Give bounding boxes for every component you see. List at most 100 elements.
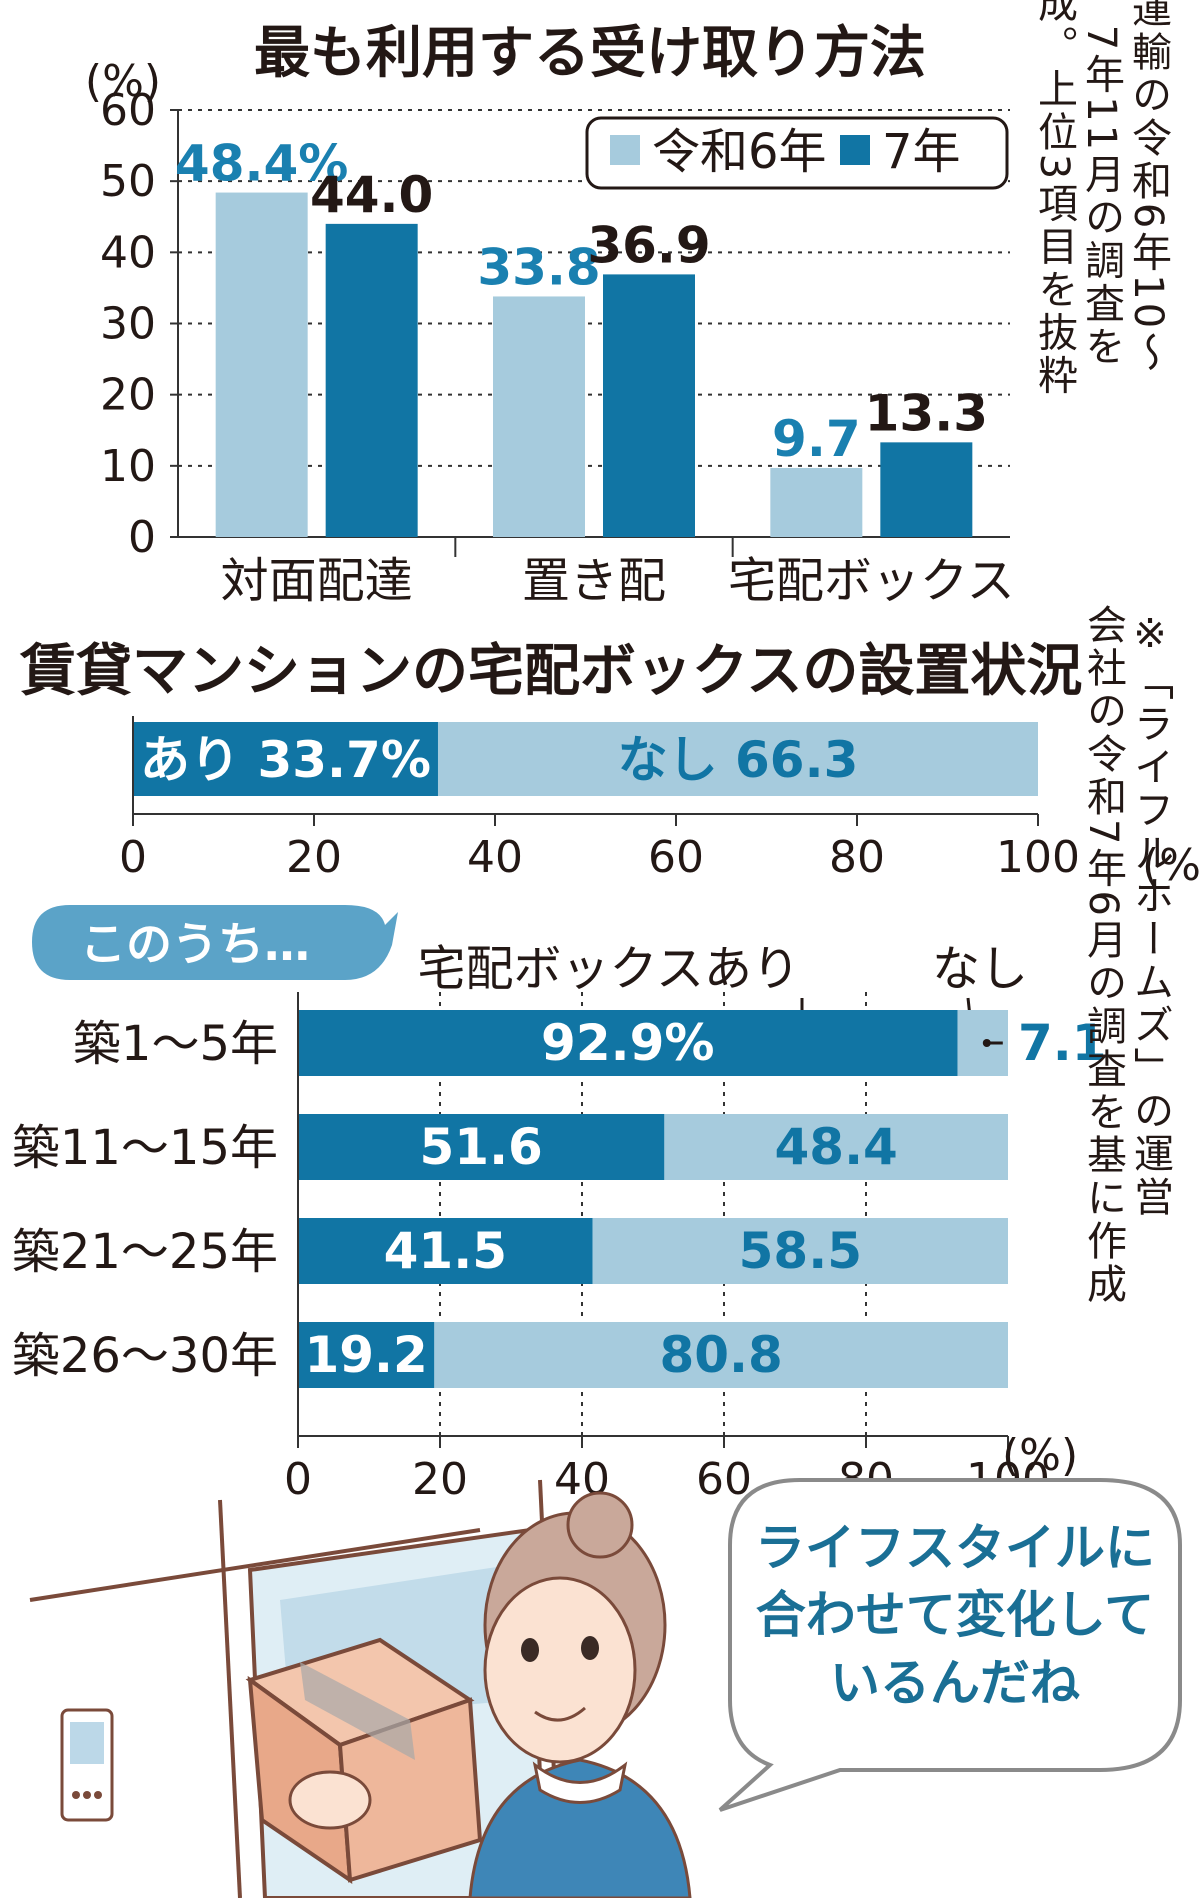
person-collar — [532, 1761, 628, 1804]
chart2-segment — [437, 722, 1038, 796]
chart1-bar — [493, 296, 585, 537]
chart1-source-note-line1: ※ヤマト運輸の令和6年10～ — [1125, 0, 1171, 374]
chart3-title-pill: このうち… — [32, 905, 398, 980]
chart3-category-label: 築26～30年 — [12, 1328, 278, 1384]
chart3-label-ari: 51.6 — [419, 1118, 542, 1176]
chart1-data-label: 13.3 — [865, 384, 988, 442]
chart3-title: このうち… — [80, 917, 310, 971]
legend-swatch-reiwa6 — [610, 135, 640, 165]
chart2-x-unit: (%) — [1142, 840, 1200, 891]
chart3-source-note-line1: ※「ライフルホームズ」の運営 — [1127, 611, 1174, 1219]
chart2-x-tick-label: 20 — [286, 832, 342, 883]
chart3-x-tick-label: 60 — [696, 1454, 752, 1505]
wall-line — [29, 1528, 481, 1602]
chart2-segment-label: なし 66.3 — [618, 731, 859, 789]
chart1-y-tick-label: 20 — [100, 370, 156, 421]
intercom-screen — [70, 1722, 104, 1764]
chart3-bar-ari — [298, 1218, 593, 1284]
parcel-front — [337, 1697, 483, 1883]
chart3-legend-label-nashi: なし — [932, 941, 1028, 997]
chart3-source-note-line2: 会社の令和7年6月の調査を基に作成 — [1080, 604, 1126, 1306]
intercom-button — [72, 1791, 80, 1799]
person-eye-right — [581, 1636, 599, 1660]
chart1-y-tick-label: 30 — [100, 299, 156, 350]
legend-label-reiwa6: 令和6年 — [652, 124, 827, 180]
speech-line-2: 合わせて変化して — [756, 1586, 1155, 1644]
chart1-bar — [325, 223, 418, 537]
chart2-x-tick-label: 0 — [119, 832, 147, 883]
chart1-y-tick-label: 10 — [100, 441, 156, 492]
intercom-button — [94, 1791, 102, 1799]
hand — [288, 1770, 372, 1830]
chart1-bar — [770, 467, 863, 537]
person-hair-bun — [566, 1491, 634, 1559]
intercom-button — [83, 1791, 91, 1799]
chart1-y-unit: (%) — [85, 56, 161, 107]
chart1-source-note-line3: 基に作成。上位3項目を抜粋 — [1031, 0, 1077, 397]
speech-line-1: ライフスタイルに — [755, 1519, 1155, 1577]
wall-corner-line — [218, 1499, 242, 1898]
chart1-category-label: 宅配ボックス — [728, 553, 1015, 609]
chart3-label-ari: 19.2 — [304, 1326, 427, 1384]
chart1-bar — [880, 442, 973, 537]
chart1-data-label: 9.7 — [772, 410, 861, 468]
illustration: ライフスタイルに 合わせて変化して いるんだね — [29, 1478, 1182, 1898]
chart2-axis: 0 20 40 60 80 100 — [119, 716, 1080, 883]
chart1-title: 最も利用する受け取り方法 — [254, 21, 926, 86]
chart3-label-ari: 92.9% — [541, 1014, 714, 1072]
chart3-source-note: ※「ライフルホームズ」の運営 会社の令和7年6月の調査を基に作成 — [1080, 604, 1174, 1306]
chart1-data-label: 44.0 — [310, 166, 433, 224]
chart2-x-tick-label: 60 — [648, 832, 704, 883]
chart1-bars — [215, 192, 973, 537]
chart3-title-pill-shape — [32, 905, 398, 980]
chart1-legend: 令和6年 7年 — [585, 116, 1009, 190]
chart1-category-label: 対面配達 — [221, 553, 413, 609]
parcel-tape — [300, 1662, 415, 1760]
chart2-title: 賃貸マンションの宅配ボックスの設置状況 — [19, 639, 1082, 704]
chart3-x-tick-label: 20 — [412, 1454, 468, 1505]
chart1-bar — [603, 274, 695, 537]
chart1-y-tick-label: 40 — [100, 227, 156, 278]
chart1-y-tick-label: 0 — [128, 512, 156, 563]
chart2-segment-label: あり 33.7% — [140, 731, 431, 789]
chart3-label-nashi: 80.8 — [659, 1326, 782, 1384]
chart3-x-unit: (%) — [1002, 1430, 1078, 1481]
chart3-legend-label-ari: 宅配ボックスあり — [417, 941, 800, 997]
speech-bubble — [718, 1478, 1182, 1812]
chart1-data-label: 33.8 — [477, 238, 600, 296]
chart3-x-tick-label: 0 — [284, 1454, 312, 1505]
chart3-category-label: 築11～15年 — [12, 1120, 278, 1176]
chart1-legend-box — [585, 116, 1009, 190]
chart3: このうち… 宅配ボックスあり なし 築1～5年 92.9% 7.1 築11～15年 51… — [12, 604, 1174, 1505]
chart3-label-nashi: 58.5 — [739, 1222, 862, 1280]
chart1-y-ticks: 0 10 20 30 40 50 60 — [100, 85, 156, 563]
chart1-data-label: 36.9 — [587, 216, 710, 274]
chart1-category-labels: 対面配達 置き配 宅配ボックス — [221, 553, 1015, 609]
chart2-bars: あり 33.7% なし 66.3 — [133, 722, 1038, 796]
chart3-bars: 築1～5年 92.9% 7.1 築11～15年 51.6 48.4 築21～25年 41.5 5… — [12, 1010, 1107, 1388]
chart3-bar-nashi — [664, 1114, 1008, 1180]
legend-label-reiwa7: 7年 — [882, 124, 961, 180]
chart3-category-label: 築21～25年 — [12, 1224, 278, 1280]
chart3-label-nashi: 7.1 — [1018, 1014, 1107, 1072]
chart3-bar-ari — [298, 1114, 665, 1180]
chart1-data-label: 48.4% — [175, 135, 348, 193]
chart3-bar-ari — [298, 1322, 435, 1388]
chart3-label-ari: 41.5 — [384, 1222, 507, 1280]
speech-line-3: いるんだね — [830, 1654, 1080, 1712]
chart1-y-tick-label: 60 — [100, 85, 156, 136]
chart2: 賃貸マンションの宅配ボックスの設置状況 あり 33.7% なし 66.3 0 20 4… — [19, 639, 1200, 891]
chart3-bar-nashi — [592, 1218, 1008, 1284]
chart1-source-note: ※ヤマト運輸の令和6年10～ 11月、7年11月の調査を 基に作成。上位3項目を… — [1031, 0, 1171, 397]
chart2-x-tick-label: 100 — [996, 832, 1080, 883]
chart1: 最も利用する受け取り方法 (%) 0 10 20 30 40 50 60 48.4%44.0… — [85, 0, 1171, 609]
chart1-bar — [215, 192, 308, 537]
person-face — [483, 1576, 637, 1764]
chart2-x-tick-label: 40 — [467, 832, 523, 883]
chart3-category-label: 築1～5年 — [73, 1016, 278, 1072]
person-eye-left — [521, 1638, 539, 1662]
chart1-source-note-line2: 11月、7年11月の調査を — [1078, 0, 1124, 368]
chart2-x-tick-label: 80 — [829, 832, 885, 883]
chart3-bar-nashi — [434, 1322, 1008, 1388]
